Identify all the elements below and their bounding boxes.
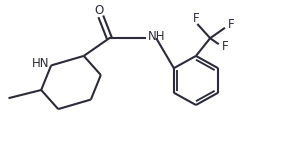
Text: F: F xyxy=(228,18,235,31)
Text: O: O xyxy=(95,4,104,17)
Text: F: F xyxy=(222,40,228,53)
Text: HN: HN xyxy=(32,57,49,70)
Text: NH: NH xyxy=(147,30,165,42)
Text: F: F xyxy=(193,12,199,24)
